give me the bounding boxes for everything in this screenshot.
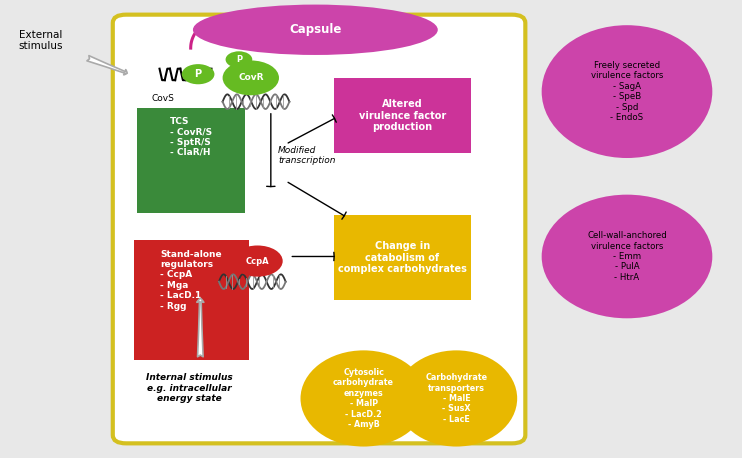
Text: Stand-alone
regulators
- CcpA
- Mga
- LacD.1
- Rgg: Stand-alone regulators - CcpA - Mga - La… [160, 250, 222, 311]
Text: Cell-wall-anchored
virulence factors
- Emm
- PulA
- HtrA: Cell-wall-anchored virulence factors - E… [587, 231, 667, 282]
Text: TCS
- CovR/S
- SptR/S
- ClaR/H: TCS - CovR/S - SptR/S - ClaR/H [170, 117, 212, 157]
Text: Modified
transcription: Modified transcription [278, 146, 335, 165]
FancyBboxPatch shape [134, 240, 249, 360]
Ellipse shape [542, 25, 712, 158]
Ellipse shape [193, 5, 438, 55]
Text: Cytosolic
carbohydrate
enzymes
- MalP
- LacD.2
- AmyB: Cytosolic carbohydrate enzymes - MalP - … [333, 368, 394, 429]
Text: P: P [194, 69, 202, 79]
Text: Freely secreted
virulence factors
- SagA
- SpeB
- Spd
- EndoS: Freely secreted virulence factors - SagA… [591, 61, 663, 122]
Circle shape [182, 64, 214, 84]
Text: Carbohydrate
transporters
- MalE
- SusX
- LacE: Carbohydrate transporters - MalE - SusX … [425, 373, 487, 424]
FancyBboxPatch shape [137, 108, 245, 213]
Text: Altered
virulence factor
production: Altered virulence factor production [359, 99, 446, 132]
Text: CcpA: CcpA [246, 256, 269, 266]
Circle shape [226, 51, 252, 68]
FancyBboxPatch shape [334, 215, 471, 300]
Text: CovR: CovR [238, 73, 263, 82]
Text: External
stimulus: External stimulus [19, 30, 63, 51]
Ellipse shape [542, 195, 712, 318]
FancyBboxPatch shape [113, 15, 525, 443]
Text: Internal stimulus
e.g. intracellular
energy state: Internal stimulus e.g. intracellular ene… [146, 373, 232, 403]
Text: Change in
catabolism of
complex carbohydrates: Change in catabolism of complex carbohyd… [338, 241, 467, 274]
FancyBboxPatch shape [334, 78, 471, 153]
Ellipse shape [301, 350, 427, 447]
Ellipse shape [395, 350, 517, 447]
Text: CovS: CovS [152, 94, 174, 103]
Text: Capsule: Capsule [289, 23, 341, 36]
Circle shape [232, 245, 283, 277]
Text: P: P [236, 55, 242, 64]
Circle shape [223, 60, 279, 95]
